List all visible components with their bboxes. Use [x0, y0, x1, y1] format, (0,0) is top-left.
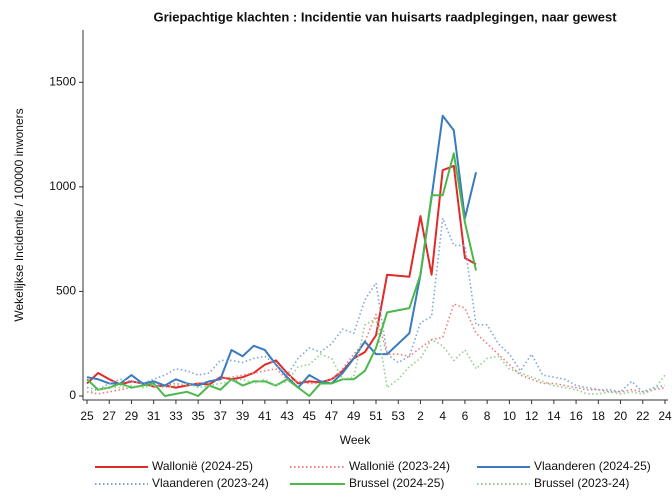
- y-axis-label: Wekelijkse Incidentie / 100000 inwoners: [12, 108, 26, 321]
- x-tick-label: 33: [169, 409, 183, 423]
- x-tick-label: 41: [258, 409, 272, 423]
- x-tick-label: 47: [325, 409, 339, 423]
- series-line: [86, 317, 666, 395]
- series-line: [86, 164, 477, 389]
- x-tick-label: 4: [439, 409, 446, 423]
- y-tick-label: 1000: [49, 179, 76, 193]
- x-tick-label: 53: [392, 409, 406, 423]
- x-tick-label: 35: [191, 409, 205, 423]
- series-line: [86, 217, 666, 393]
- x-tick-label: 39: [236, 409, 250, 423]
- y-tick-label: 500: [56, 284, 76, 298]
- legend-label: Brussel (2023-24): [534, 476, 629, 490]
- legend-label: Brussel (2024-25): [349, 476, 444, 490]
- x-tick-label: 18: [592, 409, 606, 423]
- y-tick-label: 0: [69, 388, 76, 402]
- x-tick-label: 43: [280, 409, 294, 423]
- series-line: [86, 303, 666, 395]
- x-axis-label: Week: [340, 433, 371, 447]
- legend-label: Wallonië (2023-24): [349, 459, 450, 473]
- x-tick-label: 51: [369, 409, 383, 423]
- x-tick-label: 10: [503, 409, 517, 423]
- x-tick-label: 12: [525, 409, 539, 423]
- legend-label: Vlaanderen (2023-24): [152, 476, 269, 490]
- x-tick-label: 2: [417, 409, 424, 423]
- x-tick-label: 20: [614, 409, 628, 423]
- series-line: [86, 114, 478, 389]
- x-tick-label: 27: [103, 409, 117, 423]
- legend-label: Wallonië (2024-25): [152, 459, 253, 473]
- series-line: [86, 152, 478, 397]
- x-tick-label: 45: [303, 409, 317, 423]
- x-tick-label: 37: [214, 409, 228, 423]
- x-tick-label: 25: [80, 409, 94, 423]
- x-tick-label: 31: [147, 409, 161, 423]
- x-tick-label: 8: [484, 409, 491, 423]
- x-tick-label: 16: [569, 409, 583, 423]
- x-tick-label: 14: [547, 409, 561, 423]
- x-tick-label: 49: [347, 409, 361, 423]
- x-tick-label: 22: [636, 409, 650, 423]
- x-tick-label: 6: [462, 409, 469, 423]
- chart-title: Griepachtige klachten : Incidentie van h…: [153, 9, 617, 24]
- legend-label: Vlaanderen (2024-25): [534, 459, 651, 473]
- x-tick-label: 24: [658, 409, 672, 423]
- x-tick-label: 29: [125, 409, 139, 423]
- y-tick-label: 1500: [49, 74, 76, 88]
